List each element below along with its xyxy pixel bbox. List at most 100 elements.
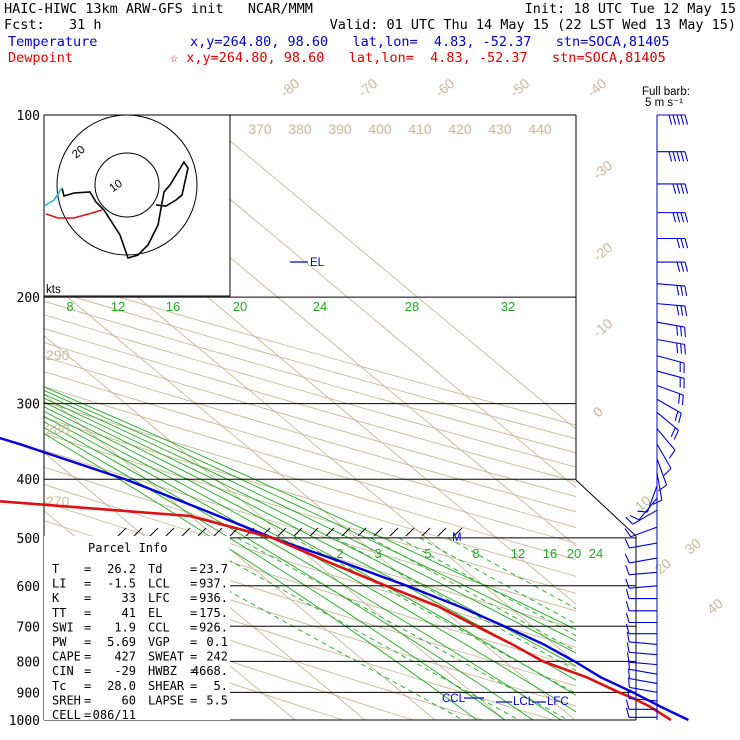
ccl-label: CCL: [442, 693, 466, 705]
parcel-value: 41: [122, 606, 136, 620]
parcel-sep: =: [190, 650, 197, 664]
hatch-mark: [453, 527, 463, 537]
pressure-tick-label: 1000: [9, 714, 40, 729]
mixing-ratio-line: [398, 537, 576, 637]
parcel-sep: =: [84, 664, 91, 678]
parcel-sep: =: [190, 693, 197, 707]
mixing-ratio-label: 2: [336, 546, 343, 561]
parcel-value: 926.: [199, 620, 228, 634]
parcel-sep: =: [84, 650, 91, 664]
pressure-tick-label: 600: [17, 580, 40, 595]
pressure-tick-label: 200: [17, 291, 40, 306]
parcel-value: 4668.: [192, 664, 228, 678]
parcel-key: SWEAT: [148, 650, 184, 664]
isotherm-label: -70: [355, 75, 381, 100]
pressure-tick-label: 900: [17, 686, 40, 701]
isotherm-line: [44, 218, 576, 664]
parcel-value: 0.1: [206, 635, 228, 649]
parcel-value: -29: [114, 664, 136, 678]
hodograph-ring-inner: [94, 152, 160, 218]
hodograph-units: kts: [46, 284, 61, 296]
hatch-mark: [421, 527, 431, 537]
dry-adiabat-line: [44, 433, 576, 594]
dry-adiabat-label: 420: [448, 121, 472, 137]
isotherm-line: [44, 335, 506, 720]
wind-barb: [656, 303, 688, 316]
parcel-value: 33: [122, 591, 136, 605]
parcel-key: T: [52, 562, 59, 576]
parcel-info-panel: Parcel Info T = 26.2 Td = 23.7LI = -1.5 LCL = 937.…: [44, 536, 230, 722]
moist-adiabat-label: 20: [233, 299, 247, 314]
wind-barb: [656, 321, 686, 338]
parcel-info-hatching: [117, 527, 463, 537]
barb-legend-title: Full barb:: [642, 86, 690, 98]
parcel-value: 23.7: [199, 562, 228, 576]
moist-adiabat-label: 16: [166, 299, 180, 314]
wind-barb: [625, 623, 657, 635]
wind-barb: [628, 668, 658, 684]
isotherm-label: -80: [277, 75, 303, 100]
wind-barb: [624, 538, 658, 549]
isotherm-line: [0, 115, 15, 720]
parcel-key: HWBZ: [148, 664, 177, 678]
forecast-hour: Fcst: 31 h: [4, 17, 102, 33]
isotherm-label: -60: [432, 75, 458, 100]
parcel-sep: =: [84, 591, 91, 605]
isotherm-line: [44, 393, 436, 720]
parcel-key: CAPE: [52, 650, 81, 664]
lfc-label: LFC: [547, 696, 569, 708]
wind-barb: [657, 151, 689, 162]
mixing-ratio-line: [335, 537, 576, 671]
parcel-value: 60: [122, 693, 136, 707]
mixing-ratio-line: [370, 537, 576, 652]
mixing-ratio-label: 12: [511, 546, 525, 561]
wind-barb: [656, 411, 679, 440]
barb-legend-units: 5 m s⁻¹: [645, 97, 683, 109]
dry-adiabat-line: [44, 598, 414, 720]
wind-barb: [656, 283, 688, 297]
wind-barb: [652, 472, 663, 505]
wind-barb: [657, 183, 689, 194]
hatch-mark: [117, 527, 127, 537]
parcel-value: 427: [114, 650, 136, 664]
parcel-key: VGP: [148, 635, 170, 649]
wind-barb: [625, 588, 657, 600]
hatch-mark: [373, 527, 383, 537]
wind-barb: [657, 261, 689, 272]
parcel-value: 1.9: [114, 620, 136, 634]
parcel-info-background: [44, 536, 230, 720]
isotherm-label: -40: [584, 75, 610, 100]
parcel-key: CCL: [148, 620, 170, 634]
parcel-sep: =: [190, 591, 197, 605]
parcel-sep: =: [190, 679, 197, 693]
parcel-value: 086/11: [93, 708, 136, 722]
hodograph-trace: [61, 160, 189, 259]
dry-adiabat-line: [44, 314, 576, 468]
wind-barb: [625, 509, 658, 525]
parcel-sep: =: [190, 577, 197, 591]
parcel-key: CIN: [52, 664, 74, 678]
parcel-key: K: [52, 591, 60, 605]
mixing-ratio-line: [188, 537, 520, 720]
wind-barb: [657, 114, 689, 125]
mixing-ratio-label: 5: [424, 546, 431, 561]
hodograph-trace-surface: [43, 187, 63, 207]
parcel-value: 175.: [199, 606, 228, 620]
parcel-sep: =: [190, 635, 197, 649]
hatch-mark: [389, 527, 399, 537]
parcel-value: 5.: [214, 679, 228, 693]
parcel-value: 26.2: [107, 562, 136, 576]
hatch-mark: [437, 527, 447, 537]
wind-barb: [656, 385, 684, 406]
pressure-tick-label: 300: [17, 398, 40, 413]
isotherm-label: -10: [590, 315, 616, 340]
m-label: M: [452, 532, 462, 544]
isotherm-label: 30: [682, 535, 704, 557]
moist-adiabat-label: 24: [313, 299, 327, 314]
hatch-mark: [133, 527, 143, 537]
parcel-key: EL: [148, 606, 162, 620]
level-markers: EL M CCL LCL LFC: [290, 257, 569, 708]
parcel-key: CELL: [52, 708, 81, 722]
hatch-mark: [405, 527, 415, 537]
